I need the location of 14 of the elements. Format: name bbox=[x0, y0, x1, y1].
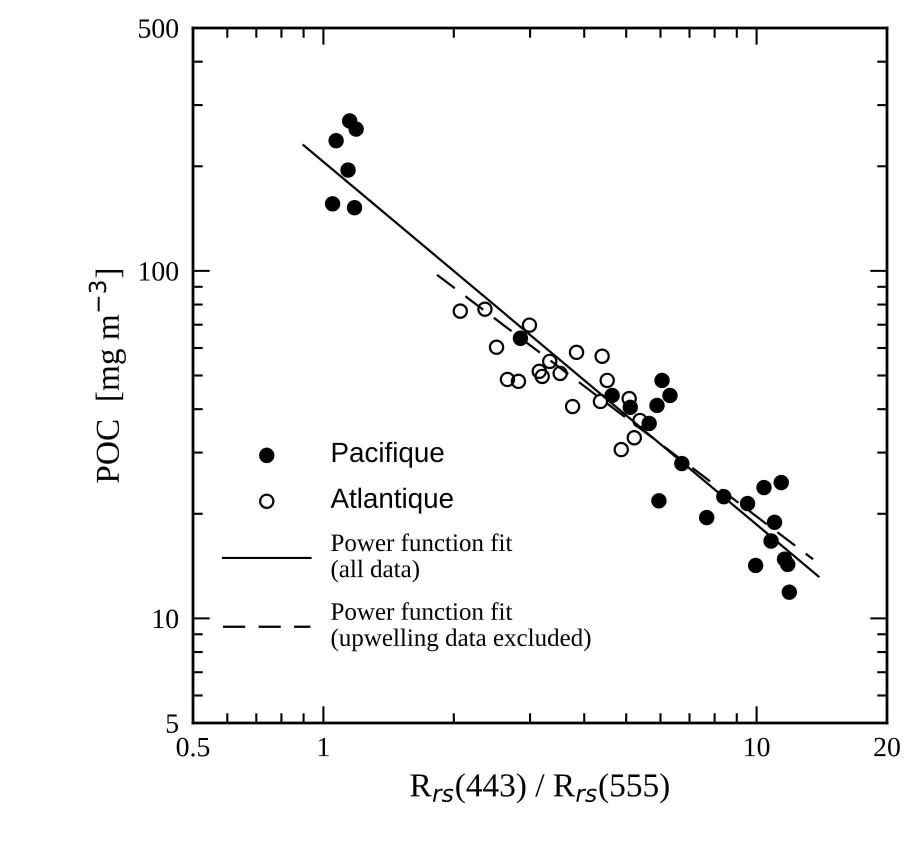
x-tick-label: 1 bbox=[318, 738, 329, 756]
legend-label: Pacifique bbox=[332, 442, 444, 468]
y-tick-label: 5 bbox=[166, 714, 178, 733]
legend-label: Atlantique bbox=[330, 488, 453, 514]
x-tick-label: 20 bbox=[874, 738, 900, 756]
legend-label: Power function fit (all data) bbox=[331, 533, 512, 582]
x-tick-label: 10 bbox=[745, 738, 770, 756]
y-tick-label: 500 bbox=[139, 19, 178, 38]
y-tick-label: 100 bbox=[140, 262, 178, 281]
legend-label: Power function fit (upwelling data excluded) bbox=[331, 602, 590, 652]
y-axis-title: POC [mg m$^{−3}$] bbox=[88, 270, 126, 483]
y-tick-label: 10 bbox=[154, 610, 178, 628]
x-tick-label: 0.5 bbox=[176, 738, 210, 757]
x-axis-title: R$_{rs}$(443) / R$_{rs}$(555) bbox=[410, 773, 669, 804]
